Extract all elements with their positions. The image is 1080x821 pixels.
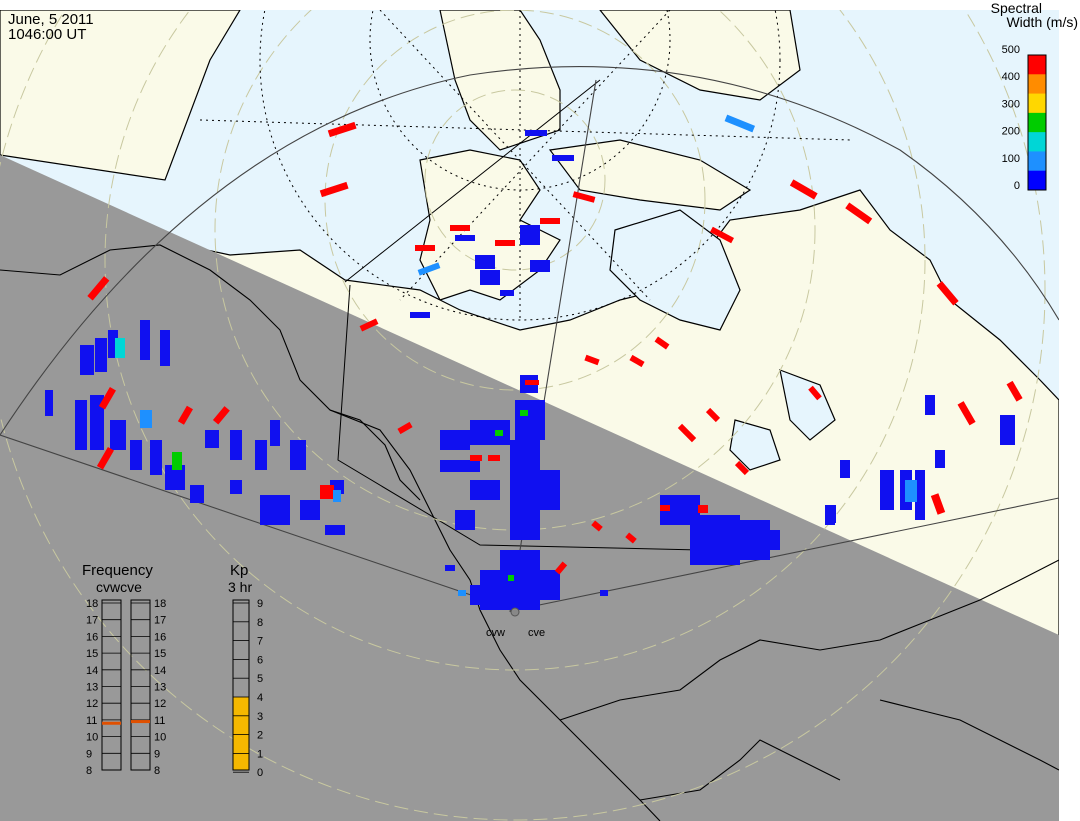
frequency-tick-right: 18 [154,598,166,610]
frequency-tick-right: 12 [154,698,166,710]
colorbar-title-1: Spectral [991,0,1042,16]
top-margin [0,0,1080,10]
colorbar-segment [1028,170,1046,191]
backscatter-red [87,121,1023,575]
colorbar-tick-label: 100 [1002,153,1020,165]
frequency-tick-right: 17 [154,615,166,627]
frequency-tick-left: 8 [86,765,92,777]
colorbar-title-2: Width (m/s) [1006,14,1078,30]
kp-bar-frame [232,599,250,771]
time-label: 1046:00 UT [8,26,86,43]
kp-title: Kp [230,562,248,579]
colorbar-tick-label: 500 [1002,44,1020,56]
right-margin [1059,0,1080,821]
frequency-tick-right: 9 [154,748,160,760]
frequency-tick-left: 14 [86,665,98,677]
colorbar-frame [1027,54,1047,191]
spectral-width-colorbar: Spectral Width (m/s) 500 400 300 200 100 0 [991,0,1078,192]
kp-tick-label: 1 [257,748,263,760]
kp-tick-label: 2 [257,730,263,742]
borders [337,79,701,551]
frequency-tick-left: 17 [86,615,98,627]
kp-fill-bar [233,697,249,770]
cve-frequency-marker [131,720,150,724]
colorbar-tick-label: 200 [1002,126,1020,138]
frequency-tick-right: 10 [154,732,166,744]
kp-tick-label: 5 [257,673,263,685]
colorbar-segment [1028,112,1046,133]
coastlines [0,244,1059,821]
frequency-tick-left: 12 [86,698,98,710]
colorbar-segment [1028,132,1046,152]
kp-tick-label: 7 [257,636,263,648]
colorbar-segment [1028,74,1046,95]
kp-tick-label: 3 [257,711,263,723]
frequency-tick-left: 9 [86,748,92,760]
radar-label-west: cvw [486,627,505,639]
date-label: June, 5 2011 [8,11,94,28]
kp-tick-label: 8 [257,617,263,629]
frequency-tick-right: 11 [154,715,165,727]
frequency-subtitle: cvwcve [96,579,142,595]
colorbar-segment [1028,93,1046,114]
magnetic-grid [199,10,851,321]
radar-label-east: cve [528,627,545,639]
frequency-tick-right: 13 [154,682,166,694]
colorbar-segment [1028,151,1046,172]
frequency-tick-left: 13 [86,682,98,694]
kp-tick-label: 0 [257,767,263,779]
frequency-tick-right: 14 [154,665,166,677]
radar-site-marker [510,607,520,617]
colorbar-tick-label: 0 [1014,180,1020,192]
frequency-tick-left: 15 [86,648,98,660]
cvw-frequency-marker [102,721,121,725]
frequency-tick-left: 18 [86,598,98,610]
colorbar-tick-label: 400 [1002,71,1020,83]
frequency-tick-left: 10 [86,732,98,744]
frequency-tick-left: 16 [86,631,98,643]
frequency-panel: Frequency cvwcve 18 18 17 17 16 16 15 15 14 14 13 1… [82,562,166,777]
frequency-tick-right: 15 [154,648,166,660]
kp-tick-label: 6 [257,654,263,666]
kp-tick-label: 4 [257,692,263,704]
frequency-title: Frequency [82,562,153,579]
kp-tick-label: 9 [257,598,263,610]
colorbar-segment [1028,55,1046,75]
kp-panel: Kp 3 hr 9 8 7 6 5 4 3 2 1 0 [228,562,263,779]
frequency-tick-right: 8 [154,765,160,777]
frequency-tick-right: 16 [154,631,166,643]
colorbar-tick-label: 300 [1002,98,1020,110]
kp-subtitle: 3 hr [228,579,252,595]
backscatter-cyan [115,114,917,596]
frequency-tick-left: 11 [86,715,97,727]
